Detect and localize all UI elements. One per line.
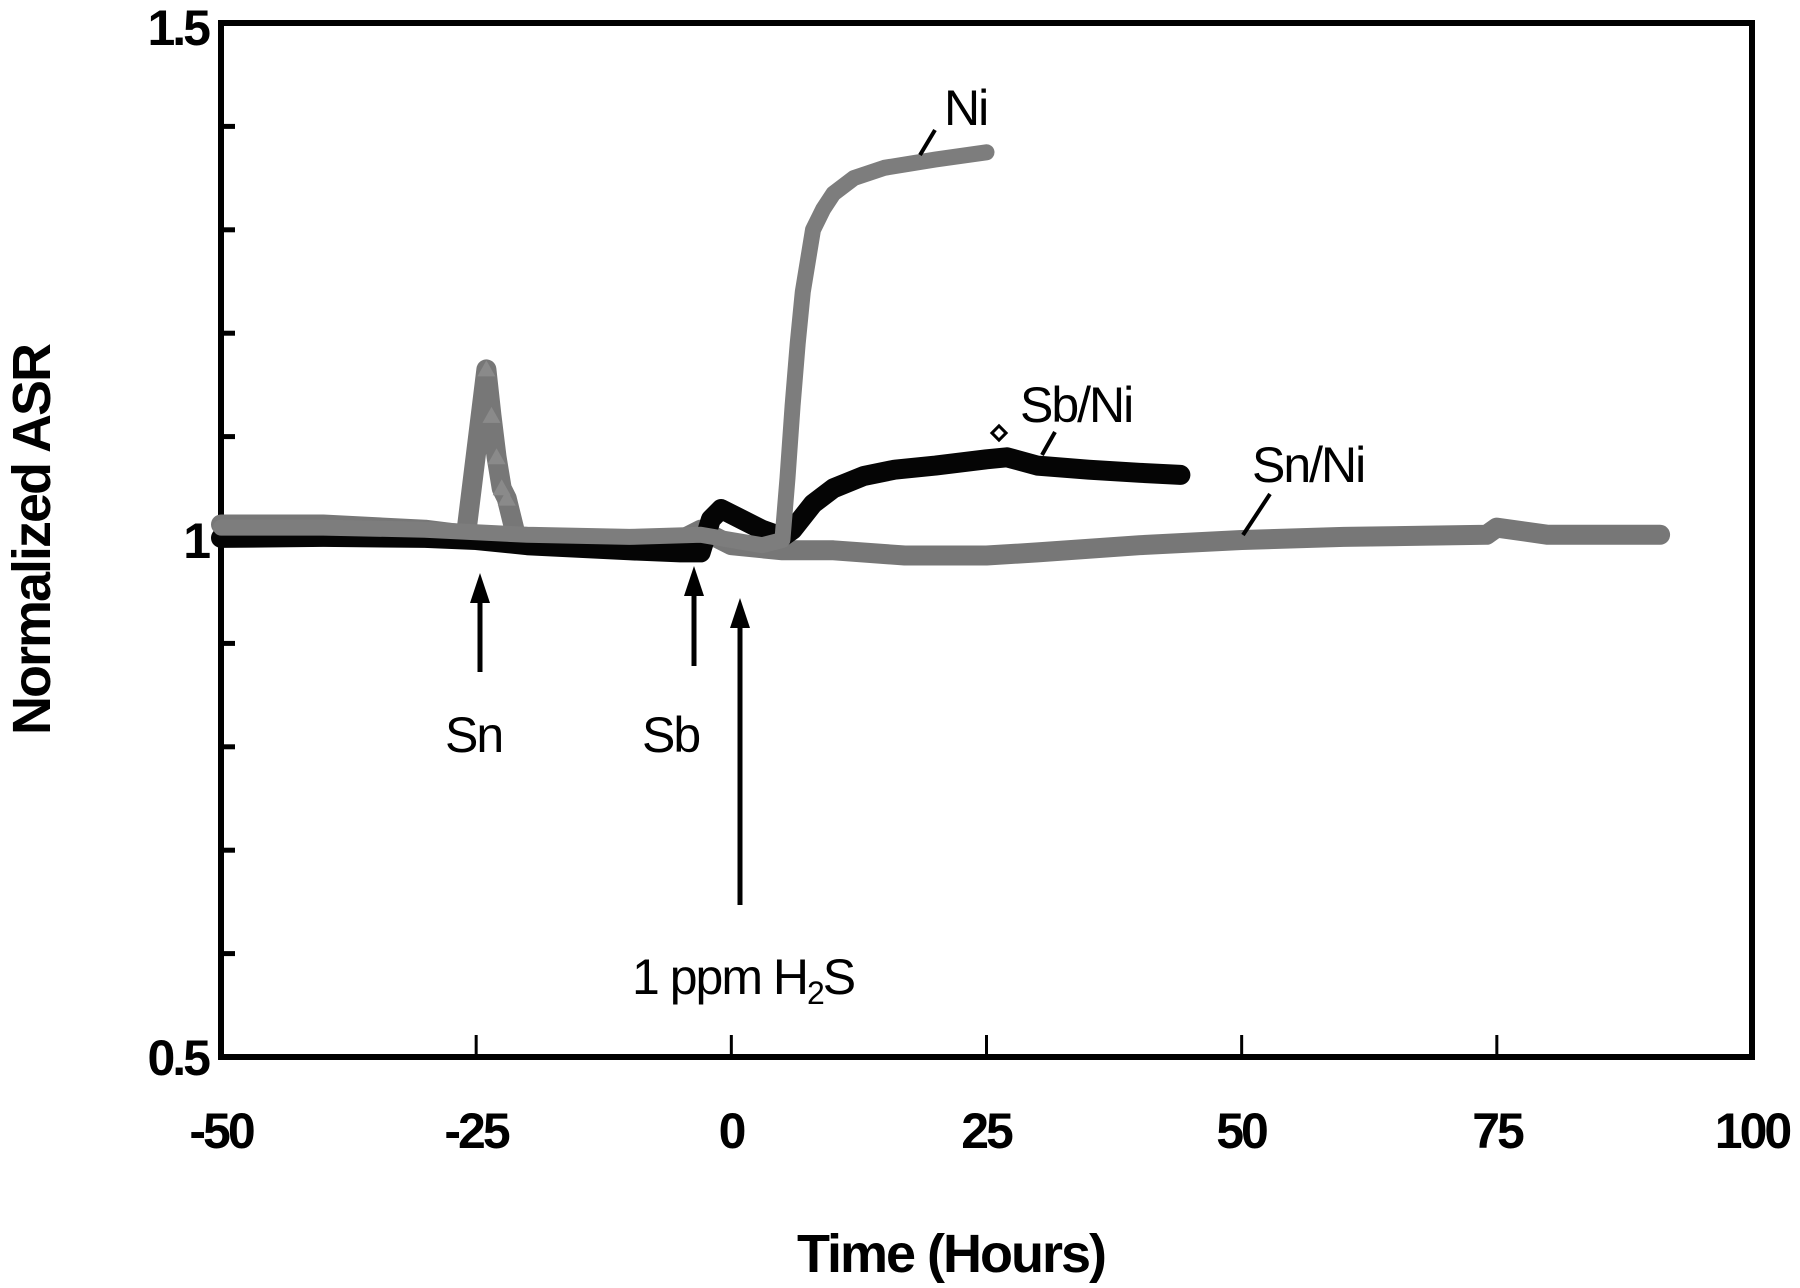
label-sb-ni-text: Sb/Ni — [1020, 377, 1132, 433]
y-tick-label-0.5: 0.5 — [147, 1030, 210, 1086]
event-h2s-label: 1 ppm H2S — [632, 949, 855, 1011]
y-axis-title: Normalized ASR — [2, 344, 62, 735]
y-axis-ticks — [221, 20, 235, 1060]
x-tick-label: -25 — [444, 1103, 509, 1159]
sb-ni-diamond-marker — [989, 423, 1009, 443]
x-tick-label: -50 — [189, 1103, 253, 1159]
y-tick-label-1: 1 — [183, 513, 210, 569]
series-ni-line — [213, 144, 995, 554]
y-tick-label-1.5: 1.5 — [147, 0, 210, 56]
label-sn-ni-text: Sn/Ni — [1252, 437, 1364, 493]
event-sn-arrow: Sn — [445, 573, 504, 763]
event-sn-label: Sn — [445, 707, 502, 763]
label-sn-ni: Sn/Ni — [1241, 437, 1366, 537]
label-sb-ni: Sb/Ni — [1020, 377, 1134, 456]
x-tick-label: 100 — [1715, 1103, 1791, 1159]
x-tick-label: 50 — [1216, 1103, 1267, 1159]
x-tick-label: 75 — [1472, 1103, 1524, 1159]
event-h2s-arrow: 1 ppm H2S — [632, 598, 857, 1011]
x-tick-labels: -50 -25 0 25 50 75 100 — [189, 1103, 1793, 1159]
label-ni-text: Ni — [944, 80, 987, 136]
event-sb-label: Sb — [642, 707, 699, 763]
sn-spike-markers — [477, 360, 516, 506]
x-tick-label: 25 — [961, 1103, 1013, 1159]
x-axis-title: Time (Hours) — [797, 1224, 1105, 1284]
x-tick-label: 0 — [719, 1103, 745, 1159]
x-axis-ticks — [219, 1035, 1754, 1057]
label-ni: Ni — [918, 80, 989, 157]
series-layer — [211, 144, 1671, 566]
event-sb-arrow: Sb — [642, 566, 704, 763]
